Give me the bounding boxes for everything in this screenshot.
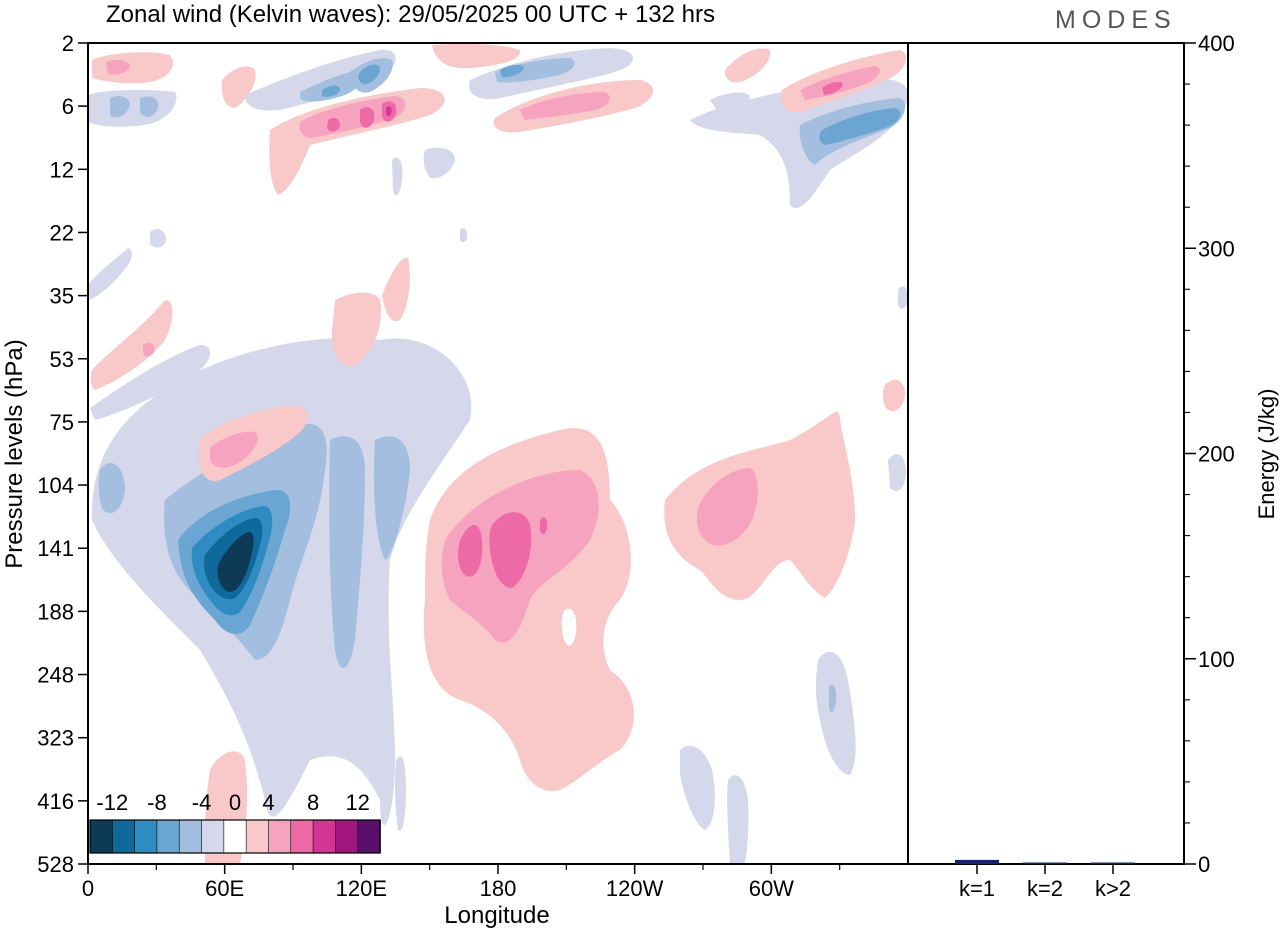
y-tick-label: 2: [62, 31, 74, 56]
energy-panel-frame: [907, 42, 1185, 865]
pos-anomaly-pacific: [423, 428, 634, 791]
colorbar-cell: [245, 819, 270, 854]
colorbar-label: -8: [147, 790, 167, 815]
x-tick-label: 60W: [749, 876, 794, 901]
energy-axis-label: Energy (J/kg): [1254, 389, 1279, 520]
y-tick-label: 6: [62, 94, 74, 119]
neg-anomaly-indian-ocean: [91, 338, 472, 826]
energy-bar-label: k>2: [1095, 876, 1131, 901]
y-tick-label: 22: [50, 220, 74, 245]
neg-anomaly-low: [394, 286, 908, 864]
y-tick-label: 188: [37, 599, 74, 624]
colorbar-cell: [89, 819, 114, 854]
y-tick-label: 75: [50, 410, 74, 435]
pos-anomaly-west: [88, 248, 410, 864]
energy-tick-label: 0: [1198, 852, 1210, 877]
colorbar-cell: [134, 819, 158, 854]
colorbar-label: 12: [345, 790, 369, 815]
colorbar: -12 -8 -4 0 4 8 12: [89, 790, 381, 854]
energy-bar: [955, 859, 999, 864]
colorbar-label: -12: [96, 790, 128, 815]
colorbar-label: 0: [229, 790, 241, 815]
colorbar-label: 8: [307, 790, 319, 815]
colorbar-cell: [335, 819, 359, 854]
colorbar-label: -4: [192, 790, 212, 815]
y-tick-label: 416: [37, 789, 74, 814]
energy-tick-label: 200: [1198, 442, 1235, 467]
heatmap-field: [88, 43, 908, 864]
x-axis-label: Longitude: [444, 902, 549, 929]
x-tick-label: 120W: [606, 876, 664, 901]
energy-bar: [1023, 862, 1067, 864]
energy-axis: 0 100 200 300 400: [1184, 31, 1235, 877]
energy-bar-label: k=1: [959, 876, 995, 901]
y-tick-label: 323: [37, 726, 74, 751]
y-tick-label: 35: [50, 284, 74, 309]
y-tick-label: 248: [37, 663, 74, 688]
colorbar-cell: [290, 819, 314, 854]
energy-bar: [1091, 862, 1135, 864]
colorbar-cell: [112, 819, 136, 854]
stratosphere-anomalies: [88, 43, 908, 248]
colorbar-cell: [156, 819, 181, 854]
pos-anomaly-atlantic: [664, 379, 905, 600]
y-tick-label: 528: [37, 852, 74, 877]
y-tick-label: 53: [50, 347, 74, 372]
longitude-axis: 0 60E 120E 180 120W 60W: [82, 864, 841, 901]
x-tick-label: 0: [82, 876, 94, 901]
colorbar-label: 4: [262, 790, 274, 815]
y-tick-label: 104: [37, 473, 74, 498]
colorbar-cell: [178, 819, 203, 854]
colorbar-cell: [268, 819, 292, 854]
energy-bar-label: k=2: [1027, 876, 1063, 901]
y-axis-label: Pressure levels (hPa): [1, 339, 28, 568]
colorbar-cell: [357, 819, 381, 854]
x-tick-label: 60E: [205, 876, 244, 901]
pressure-axis: 2 6 12 22 35 53 75 104 141 188 248 323 416 528: [37, 31, 88, 877]
energy-tick-label: 400: [1198, 31, 1235, 56]
colorbar-cell: [223, 819, 247, 854]
x-tick-label: 120E: [336, 876, 387, 901]
colorbar-cell: [312, 819, 337, 854]
y-tick-label: 12: [50, 157, 74, 182]
energy-tick-label: 100: [1198, 647, 1235, 672]
energy-tick-label: 300: [1198, 236, 1235, 261]
energy-bars: k=1 k=2 k>2: [955, 859, 1135, 901]
colorbar-cell: [201, 819, 225, 854]
chart-title: Zonal wind (Kelvin waves): 29/05/2025 00…: [106, 1, 715, 28]
y-tick-label: 141: [37, 536, 74, 561]
x-tick-label: 180: [480, 876, 517, 901]
modes-logo: MODES: [1055, 6, 1177, 34]
